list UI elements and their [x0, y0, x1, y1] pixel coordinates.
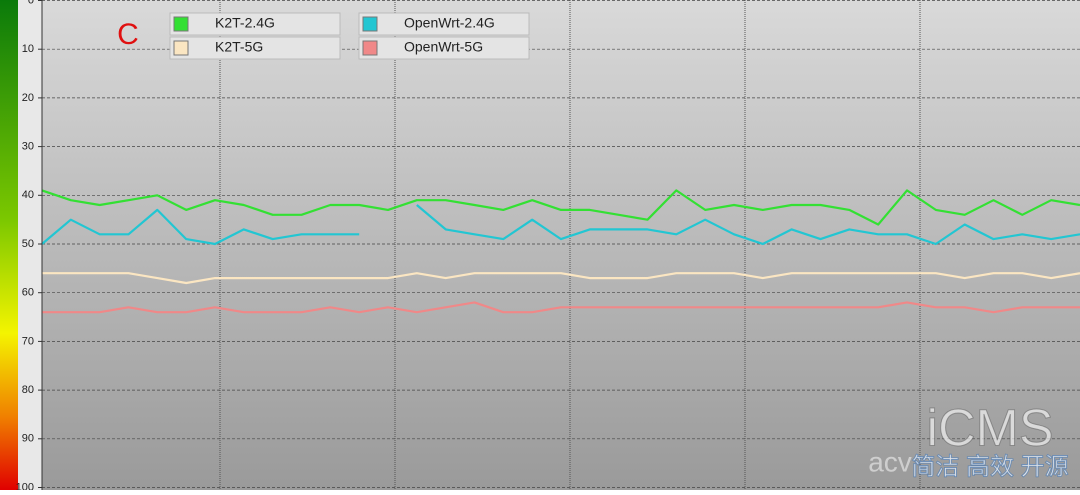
- legend-entry: [358, 36, 530, 60]
- legend-label: K2T-5G: [215, 39, 263, 55]
- series-line: [42, 301, 1080, 314]
- watermark-tagline: 简洁 高效 开源: [911, 453, 1068, 480]
- y-tick-label: 80: [22, 384, 34, 396]
- y-tick-label: 90: [22, 433, 34, 445]
- legend-swatch: [173, 40, 189, 56]
- legend-entry: [358, 12, 530, 36]
- legend-entry: [169, 36, 341, 60]
- legend-swatch: [362, 40, 378, 56]
- legend-entry: [169, 12, 341, 36]
- y-tick-label: 40: [22, 189, 34, 201]
- watermark-site: acv: [868, 446, 912, 477]
- legend-swatch: [173, 16, 189, 32]
- y-tick-label: 30: [22, 141, 34, 153]
- annotation: C: [117, 18, 139, 51]
- lines: [41, 189, 1080, 314]
- y-tick-label: 70: [22, 335, 34, 347]
- legend-label: K2T-2.4G: [215, 15, 275, 31]
- series-line: [42, 272, 1080, 285]
- legend-label: OpenWrt-5G: [404, 39, 483, 55]
- y-tick-label: 0: [28, 0, 34, 6]
- legend-label: OpenWrt-2.4G: [404, 15, 495, 31]
- series-line: [41, 204, 1080, 246]
- legend-swatch: [362, 16, 378, 32]
- grid: [38, 0, 1080, 490]
- y-tick-label: 50: [22, 238, 34, 250]
- legend: K2T-2.4G K2T-5G OpenWrt-2.4G OpenWrt-5G: [169, 12, 530, 60]
- series-line: [41, 189, 1080, 226]
- y-tick-label: 60: [22, 287, 34, 299]
- y-tick-label: 10: [22, 43, 34, 55]
- watermark-logo: iCMS: [926, 400, 1053, 458]
- y-tick-label: 20: [22, 92, 34, 104]
- y-tick-label: 100: [16, 481, 34, 490]
- signal-strip: [0, 0, 18, 490]
- plot-area: [42, 0, 1080, 490]
